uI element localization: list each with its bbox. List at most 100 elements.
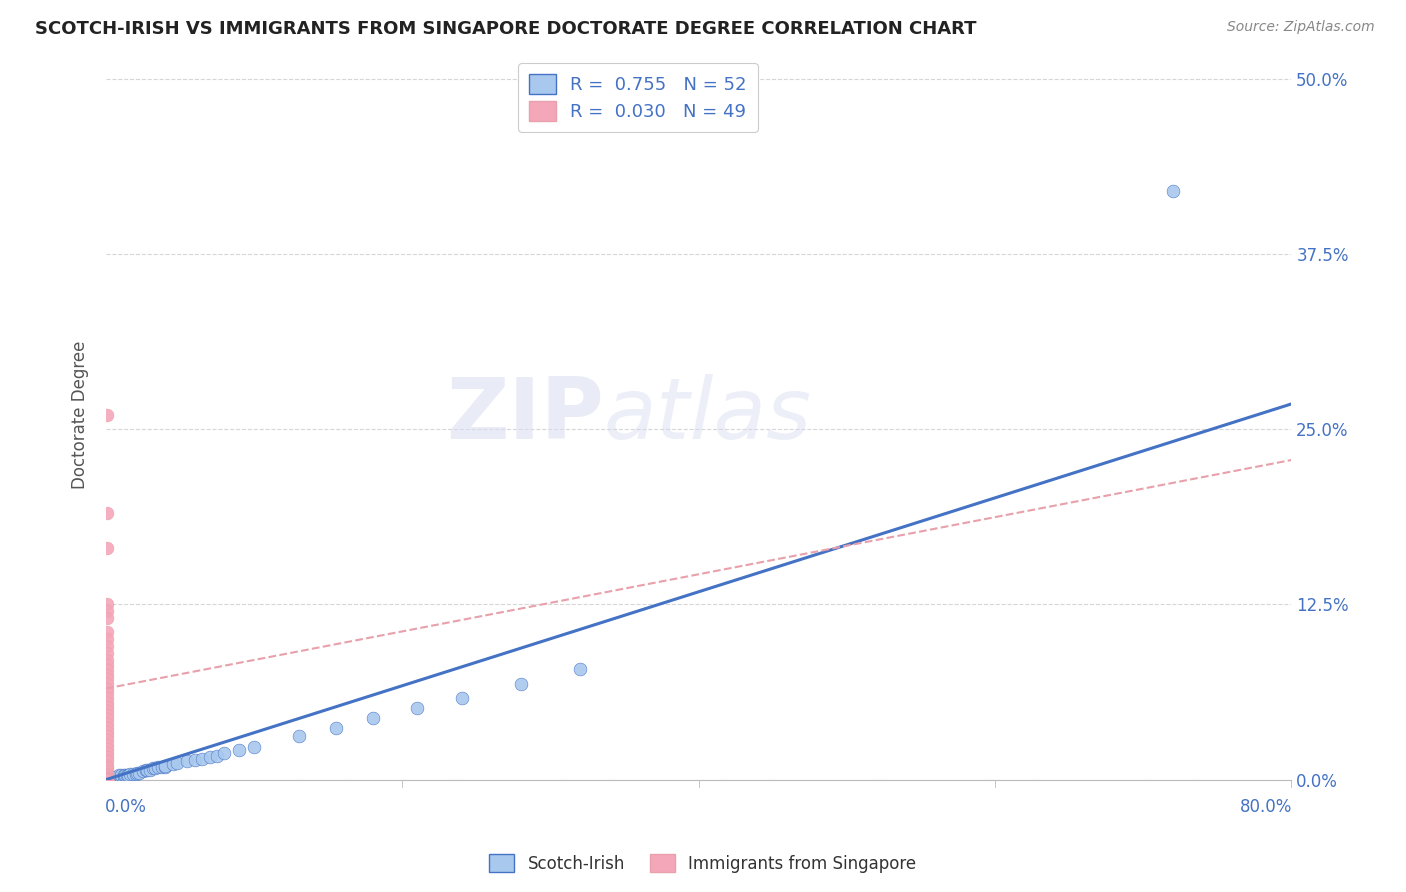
Point [406, 701, 429, 715]
Point [107, 771, 129, 785]
Point [96, 764, 118, 779]
Text: atlas: atlas [603, 374, 811, 457]
Point [1161, 184, 1184, 198]
Point [184, 753, 207, 767]
Point [509, 677, 531, 691]
Point [96, 686, 118, 700]
Point [191, 751, 214, 765]
Point [96, 772, 118, 787]
Point [96, 772, 118, 787]
Point [96, 771, 118, 785]
Point [96, 696, 118, 710]
Point [139, 763, 162, 777]
Point [96, 677, 118, 691]
Y-axis label: Doctorate Degree: Doctorate Degree [72, 341, 89, 490]
Point [96, 625, 118, 640]
Point [143, 761, 166, 775]
Point [205, 748, 228, 763]
Point [96, 729, 118, 743]
Point [361, 711, 384, 725]
Text: 0.0%: 0.0% [104, 798, 146, 816]
Point [150, 760, 173, 774]
Point [110, 770, 132, 784]
Point [96, 768, 118, 782]
Point [96, 647, 118, 661]
Point [107, 770, 129, 784]
Point [96, 672, 118, 686]
Point [96, 750, 118, 764]
Point [135, 763, 157, 777]
Point [96, 772, 118, 787]
Point [96, 408, 118, 422]
Point [101, 770, 124, 784]
Point [96, 691, 118, 706]
Point [166, 756, 188, 770]
Point [117, 768, 139, 782]
Point [136, 763, 159, 777]
Point [104, 771, 127, 785]
Point [153, 760, 176, 774]
Point [96, 733, 118, 747]
Point [146, 760, 169, 774]
Point [96, 772, 118, 787]
Point [96, 772, 118, 787]
Point [96, 721, 118, 735]
Point [287, 729, 309, 743]
Point [96, 725, 118, 739]
Point [96, 738, 118, 752]
Point [96, 767, 118, 781]
Point [96, 716, 118, 731]
Point [96, 681, 118, 696]
Point [114, 768, 136, 782]
Point [96, 506, 118, 520]
Point [115, 768, 138, 782]
Point [96, 704, 118, 718]
Text: SCOTCH-IRISH VS IMMIGRANTS FROM SINGAPORE DOCTORATE DEGREE CORRELATION CHART: SCOTCH-IRISH VS IMMIGRANTS FROM SINGAPOR… [35, 20, 977, 37]
Point [176, 755, 198, 769]
Point [98, 771, 121, 785]
Point [112, 770, 135, 784]
Point [96, 772, 118, 787]
Point [96, 667, 118, 681]
Point [97, 771, 120, 785]
Point [228, 743, 250, 757]
Point [108, 768, 131, 782]
Point [96, 541, 118, 556]
Point [103, 770, 125, 784]
Point [96, 772, 118, 787]
Point [96, 755, 118, 769]
Point [162, 757, 184, 772]
Text: ZIP: ZIP [446, 374, 603, 457]
Point [108, 770, 131, 784]
Point [96, 604, 118, 618]
Point [110, 768, 132, 782]
Point [450, 691, 472, 706]
Point [125, 765, 148, 780]
Point [103, 771, 125, 785]
Point [96, 770, 118, 784]
Point [96, 657, 118, 672]
Point [128, 765, 150, 780]
Point [132, 764, 155, 779]
Legend: R =  0.755   N = 52, R =  0.030   N = 49: R = 0.755 N = 52, R = 0.030 N = 49 [517, 63, 758, 132]
Point [96, 640, 118, 654]
Point [96, 708, 118, 723]
Point [96, 758, 118, 772]
Point [214, 746, 236, 760]
Point [96, 712, 118, 726]
Point [325, 721, 347, 735]
Point [96, 598, 118, 612]
Point [198, 750, 221, 764]
Text: 80.0%: 80.0% [1240, 798, 1292, 816]
Point [153, 758, 176, 772]
Point [121, 767, 143, 781]
Point [96, 772, 118, 787]
Legend: Scotch-Irish, Immigrants from Singapore: Scotch-Irish, Immigrants from Singapore [482, 847, 924, 880]
Point [569, 662, 592, 676]
Point [96, 746, 118, 760]
Point [96, 699, 118, 714]
Point [124, 767, 146, 781]
Point [96, 771, 118, 785]
Point [112, 768, 135, 782]
Point [105, 770, 128, 784]
